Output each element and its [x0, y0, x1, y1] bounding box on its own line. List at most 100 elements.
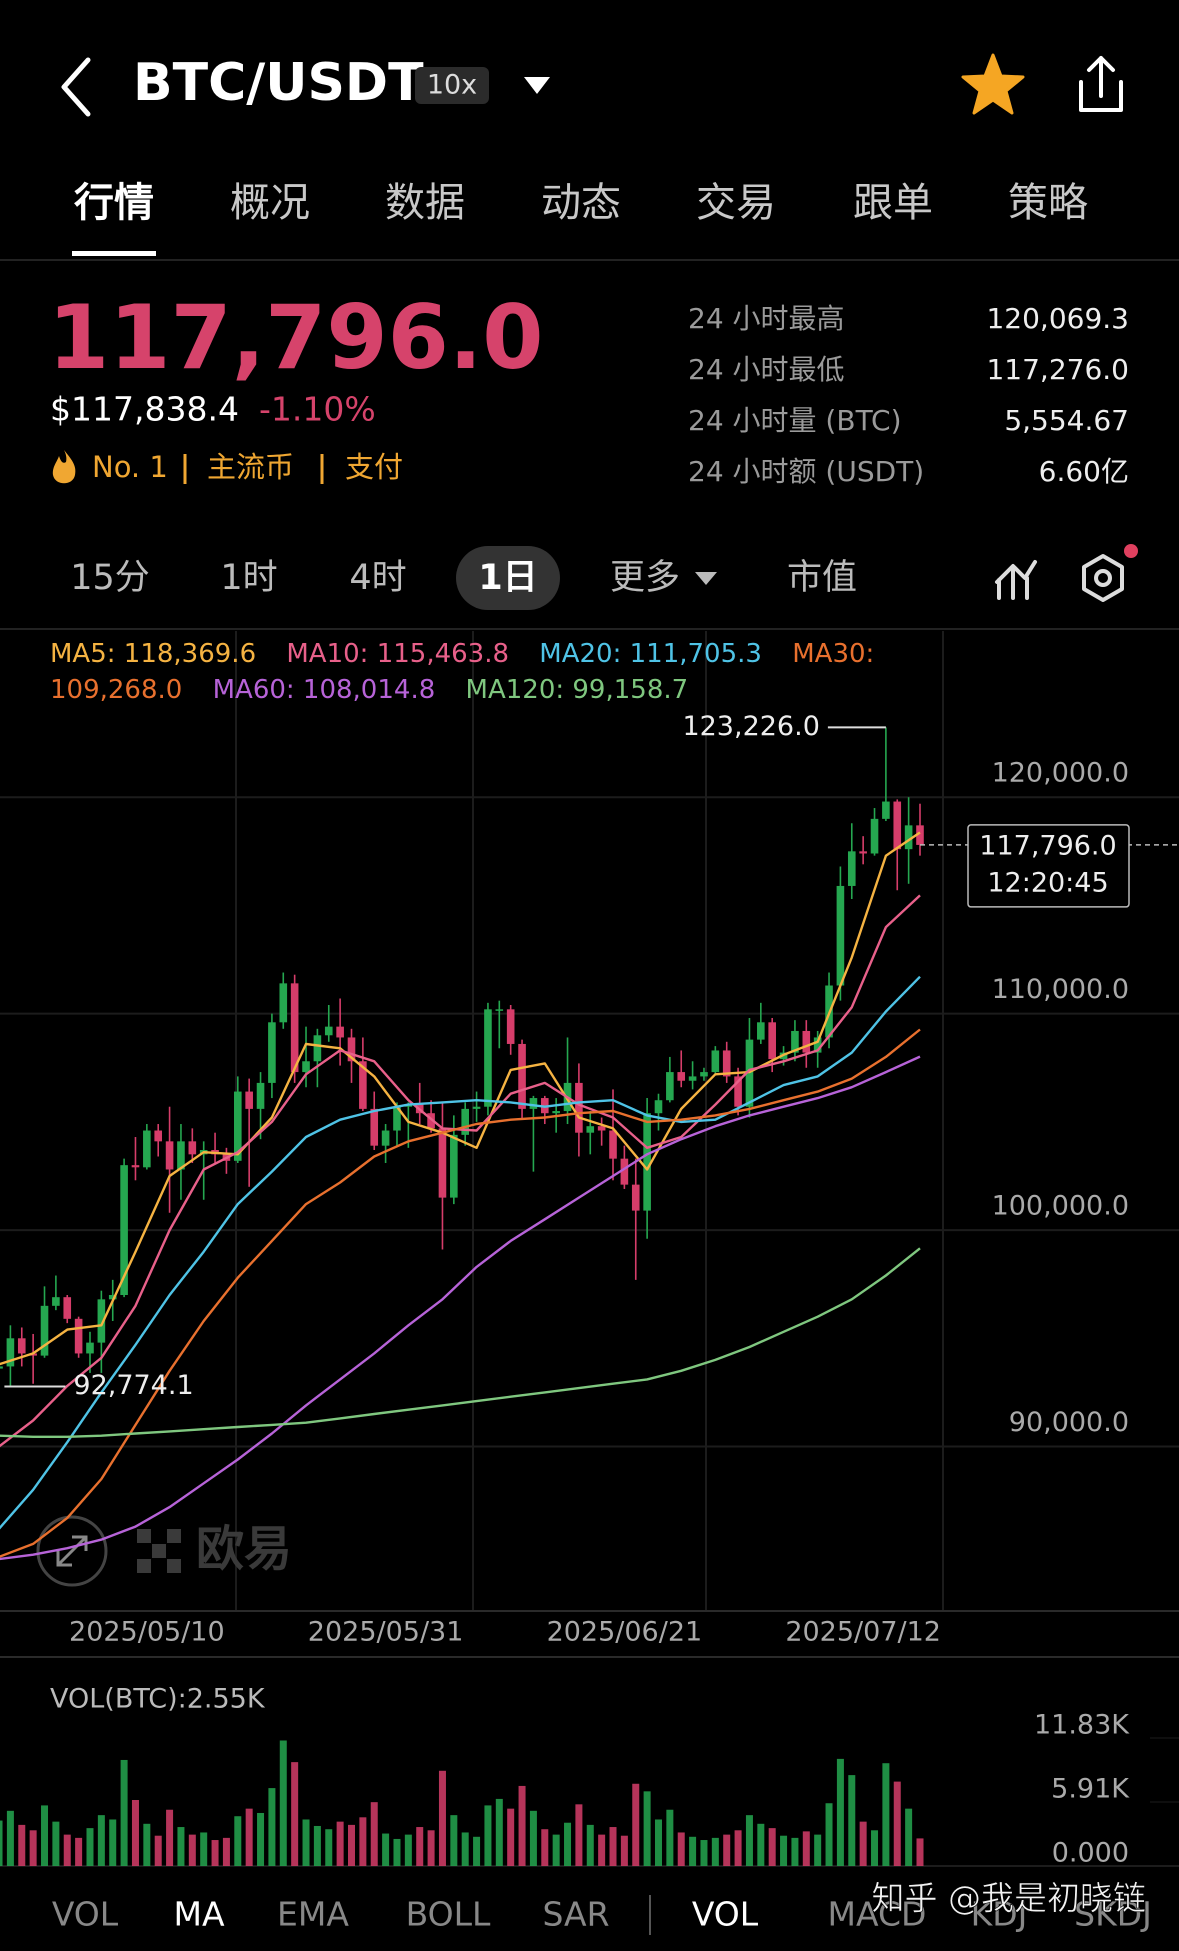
indicator-tab[interactable]: EMA: [277, 1895, 349, 1934]
volume-bar: [654, 1819, 662, 1866]
volume-bar: [404, 1834, 412, 1866]
more-dropdown[interactable]: [695, 572, 717, 585]
candle-body: [143, 1130, 151, 1168]
ma-legend-entry: MA10: 115,463.8: [286, 639, 510, 669]
volume-title: VOL(BTC):2.55K: [50, 1684, 266, 1715]
share-box: [1079, 80, 1123, 112]
candle-body: [336, 1026, 344, 1038]
candle-body: [802, 1030, 811, 1053]
tab[interactable]: 策略: [1008, 180, 1088, 226]
volume-bar: [916, 1838, 924, 1866]
timeframe[interactable]: 4时: [349, 558, 406, 598]
volume-bar: [29, 1830, 37, 1866]
ma-line: [0, 831, 921, 1366]
volume-bar: [473, 1836, 481, 1866]
settings-icon[interactable]: [1082, 554, 1124, 602]
volume-bar: [575, 1804, 583, 1866]
volume-bar: [302, 1819, 310, 1866]
indicator-tab[interactable]: VOL: [52, 1895, 119, 1934]
tab[interactable]: 动态: [541, 180, 621, 226]
timeframe[interactable]: 更多: [610, 558, 680, 598]
tab[interactable]: 交易: [696, 180, 776, 226]
stat-label: 24 小时最高: [688, 302, 845, 335]
volume-bar: [427, 1830, 435, 1866]
candle-body: [836, 885, 845, 986]
indicator-tab[interactable]: SKDJ: [1074, 1895, 1152, 1934]
volume-bar: [745, 1815, 753, 1866]
candle-body: [40, 1305, 49, 1356]
last-price-box: [967, 824, 1130, 908]
volume-bar: [188, 1834, 196, 1866]
timeframe[interactable]: 1日: [478, 558, 537, 598]
candle-body: [347, 1037, 356, 1062]
volume-bar: [495, 1798, 503, 1866]
fire-icon: [52, 450, 76, 484]
timeframe[interactable]: 1时: [220, 558, 277, 598]
volume-bar: [268, 1788, 276, 1866]
candle-body: [768, 1022, 776, 1060]
volume-bar: [450, 1815, 458, 1866]
symbol: BTC/USDT: [133, 53, 424, 113]
volume-bar: [461, 1832, 469, 1866]
ma-legend-entry: MA5: 118,369.6: [50, 639, 257, 669]
volume-bar: [52, 1821, 60, 1866]
candle-body: [870, 818, 879, 854]
volume-bar: [18, 1824, 26, 1866]
timeframe[interactable]: 15分: [70, 558, 150, 598]
candle-body: [552, 1111, 560, 1114]
volume-bar: [416, 1827, 424, 1866]
candle-body: [188, 1141, 197, 1155]
volume-bar: [529, 1810, 537, 1866]
expand-button[interactable]: [36, 1515, 108, 1587]
change-percent: -1.10%: [259, 390, 376, 429]
tab[interactable]: 行情: [74, 180, 154, 226]
indicator-tab[interactable]: BOLL: [406, 1895, 491, 1934]
candle-body: [256, 1082, 265, 1109]
logo-square: [167, 1559, 181, 1573]
expand-icon: [56, 1535, 88, 1567]
candle-body: [154, 1130, 163, 1142]
ma-legend-entry: MA30: 109,268.0: [50, 639, 875, 705]
candle-body: [234, 1091, 242, 1161]
indicator-tab[interactable]: KDJ: [971, 1895, 1028, 1934]
timeframe-pill: [456, 546, 560, 610]
indicator-icon[interactable]: [995, 560, 1037, 600]
volume-bar: [484, 1805, 492, 1866]
volume-bar: [518, 1785, 526, 1866]
volume-bar: [768, 1828, 776, 1866]
back-button[interactable]: [61, 57, 91, 117]
candle-body: [882, 801, 890, 819]
candle-body: [722, 1050, 731, 1077]
last-price: 117,796.0: [48, 286, 543, 389]
candle-body: [484, 1009, 492, 1107]
candle-body: [359, 1061, 367, 1109]
indicator-tab[interactable]: VOL: [692, 1895, 759, 1934]
volume-bar: [825, 1803, 833, 1866]
candle-body: [506, 1009, 515, 1044]
indicator-tab[interactable]: SAR: [542, 1895, 609, 1934]
candle-body: [63, 1297, 72, 1319]
candle-body: [916, 825, 924, 845]
tag: 主流币: [207, 450, 294, 484]
volume-bar: [780, 1835, 788, 1866]
volume-bar: [348, 1824, 355, 1866]
indicator-tab[interactable]: MA: [173, 1895, 224, 1934]
volume-bar: [245, 1808, 253, 1866]
candle-body: [677, 1072, 686, 1081]
volume-bar: [359, 1817, 367, 1866]
timeframe[interactable]: 市值: [787, 558, 857, 598]
logo-square: [152, 1544, 166, 1558]
symbol-dropdown[interactable]: [524, 77, 550, 94]
tab[interactable]: 跟单: [853, 180, 933, 226]
candle-body: [609, 1130, 617, 1159]
volume-bar: [97, 1815, 105, 1866]
ma-legend-entry: MA20: 111,705.3: [539, 639, 762, 669]
tab[interactable]: 数据: [385, 180, 465, 226]
indicator-tab[interactable]: MACD: [828, 1895, 927, 1934]
volume-bar: [75, 1837, 83, 1866]
share-button[interactable]: [1079, 56, 1123, 112]
volume-bar: [63, 1834, 71, 1866]
tab[interactable]: 概况: [230, 180, 310, 226]
favorite-star[interactable]: [961, 53, 1025, 115]
